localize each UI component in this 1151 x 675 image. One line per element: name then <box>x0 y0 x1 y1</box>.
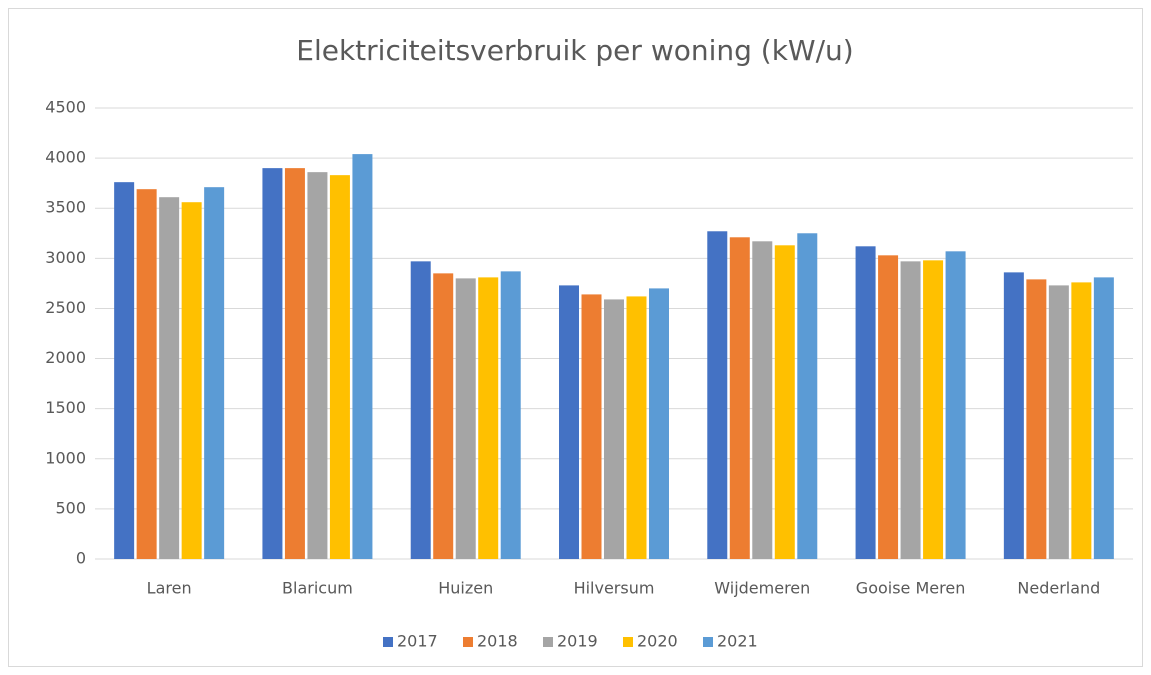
bar <box>878 255 899 559</box>
bar <box>159 197 180 559</box>
x-tick-label: Huizen <box>438 579 493 598</box>
bar <box>1093 277 1114 559</box>
bar <box>1071 282 1092 559</box>
x-tick-label: Nederland <box>1017 579 1100 598</box>
bar <box>604 299 624 559</box>
y-tick-label: 3000 <box>45 248 86 267</box>
bar <box>433 273 454 559</box>
bar <box>752 241 773 559</box>
bar <box>855 246 876 559</box>
x-tick-label: Laren <box>147 579 192 598</box>
bar <box>284 168 305 559</box>
legend-label: 2019 <box>557 632 598 651</box>
legend-swatch <box>383 637 393 647</box>
y-tick-label: 1500 <box>45 398 86 417</box>
bar <box>410 261 431 559</box>
y-tick-label: 500 <box>55 498 86 517</box>
bar <box>797 233 818 559</box>
bar <box>114 182 135 560</box>
legend-label: 2021 <box>717 632 758 651</box>
y-tick-label: 2000 <box>45 348 86 367</box>
legend-swatch <box>463 637 473 647</box>
bar <box>1003 272 1024 559</box>
bar <box>945 251 966 559</box>
bar <box>136 189 157 559</box>
x-tick-label: Wijdemeren <box>714 579 810 598</box>
bar <box>900 261 921 559</box>
bar <box>559 285 579 559</box>
y-tick-label: 4500 <box>45 98 86 117</box>
bar <box>307 172 328 560</box>
bar <box>455 278 476 559</box>
y-tick-label: 1000 <box>45 448 86 467</box>
bar <box>1026 279 1047 559</box>
bar <box>500 271 521 559</box>
bar <box>329 175 350 559</box>
y-tick-label: 3500 <box>45 198 86 217</box>
bar <box>729 237 750 559</box>
legend-label: 2018 <box>477 632 518 651</box>
chart-title: Elektriciteitsverbruik per woning (kW/u) <box>296 34 853 67</box>
bar <box>478 277 499 559</box>
x-tick-label: Gooise Meren <box>856 579 966 598</box>
bar <box>774 245 795 559</box>
y-tick-label: 2500 <box>45 298 86 317</box>
x-tick-label: Blaricum <box>282 579 353 598</box>
legend-swatch <box>543 637 553 647</box>
bar <box>707 231 728 560</box>
bar <box>581 294 602 559</box>
legend-label: 2020 <box>637 632 678 651</box>
y-tick-label: 4000 <box>45 148 86 167</box>
x-tick-label: Hilversum <box>574 579 655 598</box>
legend-label: 2017 <box>397 632 438 651</box>
bar <box>1048 285 1069 559</box>
bar <box>352 154 373 559</box>
y-tick-label: 0 <box>76 549 86 568</box>
bar <box>204 187 225 560</box>
legend-swatch <box>703 637 713 647</box>
bar <box>649 288 669 559</box>
legend-swatch <box>623 637 633 647</box>
bar <box>923 260 944 559</box>
bar <box>626 296 647 559</box>
bar <box>262 168 283 559</box>
bar <box>181 202 202 559</box>
